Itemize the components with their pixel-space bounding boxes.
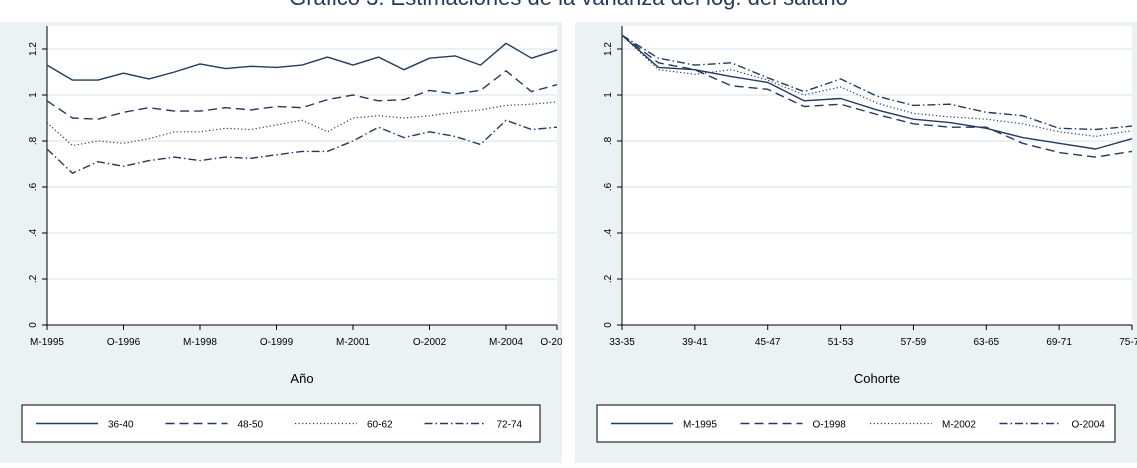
y-tick-label: 0 [603,322,614,328]
y-tick-label: .8 [603,136,614,145]
legend-label-4: 72-74 [497,420,523,431]
x-tick-label: M-1998 [183,337,217,348]
legend-label-1: 36-40 [108,420,134,431]
y-tick-label: .4 [28,228,39,237]
x-tick-label: 33-35 [609,337,635,348]
series-line-2 [621,34,1133,158]
y-tick-label: .6 [28,182,39,191]
chart-right: 0 .2 .4 .6 .8 1 1.2 33-35 39-41 45-47 51-53 57-59 63… [575,22,1137,463]
y-tick-label: 1 [28,92,39,98]
series-line-3 [46,101,558,147]
legend-label-2: 48-50 [238,420,264,431]
y-tick-label: .8 [28,136,39,145]
x-tick-label: 45-47 [755,337,781,348]
legend-label-3: 60-62 [367,420,393,431]
series-line-2 [46,70,558,120]
legend-label-3: M-2002 [942,420,976,431]
legend-label-1: M-1995 [683,420,717,431]
x-tick-label: M-2004 [489,337,523,348]
x-tick-label: M-1995 [30,337,64,348]
chart-left: 0 .2 .4 .6 .8 1 1.2 M-1995 O-1996 M-1998 O-1999 M-2… [0,22,574,463]
x-tick-label: O-2002 [413,337,447,348]
y-tick-label: 0 [28,322,39,328]
x-axis-title: Año [290,371,313,386]
x-tick-label: 39-41 [682,337,708,348]
series-line-1 [46,42,558,81]
y-tick-label: .2 [603,274,614,283]
legend-box [596,404,1116,443]
x-tick-label: 51-53 [828,337,854,348]
legend-label-4: O-2004 [1072,420,1106,431]
x-tick-label: 63-65 [973,337,999,348]
x-tick-label: 57-59 [901,337,927,348]
plot-area [622,26,1132,325]
y-tick-label: 1 [603,92,614,98]
x-tick-label: 69-71 [1046,337,1072,348]
series-line-3 [621,34,1133,138]
y-tick-label: .4 [603,228,614,237]
x-tick-label: O-1996 [107,337,141,348]
series-line-1 [621,34,1133,150]
chart-panel-left: 0 .2 .4 .6 .8 1 1.2 M-1995 O-1996 M-1998 O-1999 M-2… [0,22,574,463]
chart-panel-right: 0 .2 .4 .6 .8 1 1.2 33-35 39-41 45-47 51-53 57-59 63… [575,22,1137,463]
x-axis-title: Cohorte [854,371,900,386]
x-tick-label: O-2005 [540,337,562,348]
y-tick-label: 1.2 [28,42,39,56]
x-tick-label: M-2001 [336,337,370,348]
legend-label-2: O-1998 [813,420,847,431]
y-tick-label: .6 [603,182,614,191]
y-tick-label: 1.2 [603,42,614,56]
x-tick-label: 75-77 [1119,337,1137,348]
y-tick-label: .2 [28,274,39,283]
plot-area [47,26,557,325]
legend-box [21,404,541,443]
page-title: Gráfico 3. Estimaciones de la varianza d… [0,0,1137,11]
series-line-4 [46,119,558,174]
x-tick-label: O-1999 [260,337,294,348]
